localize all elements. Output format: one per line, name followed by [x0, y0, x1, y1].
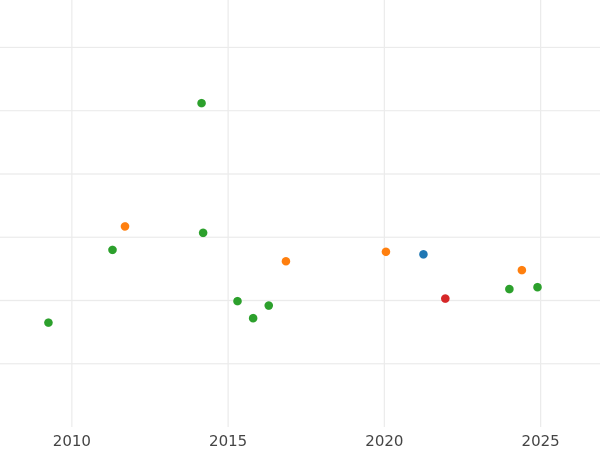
x-tick-label-1: 2015: [209, 432, 247, 450]
data-point-2: [120, 222, 130, 231]
x-axis-tick-labels: 2010 2015 2020 2025: [53, 432, 560, 450]
data-point-11: [441, 294, 450, 303]
data-point-8: [281, 256, 291, 266]
x-tick-label-2: 2020: [365, 432, 403, 450]
data-point-4: [198, 228, 208, 238]
data-point-7: [264, 301, 274, 310]
data-point-14: [533, 282, 542, 292]
grid: [0, 0, 600, 427]
data-point-12: [505, 284, 514, 294]
data-point-10: [419, 250, 428, 259]
x-tick-label-0: 2010: [53, 432, 91, 450]
data-points: [44, 98, 542, 327]
data-point-3: [197, 98, 206, 108]
data-point-13: [517, 265, 527, 275]
data-point-9: [381, 247, 391, 257]
data-point-6: [248, 313, 258, 323]
data-point-1: [108, 245, 117, 255]
data-point-0: [44, 318, 53, 327]
data-point-5: [233, 296, 242, 306]
x-tick-label-3: 2025: [522, 432, 560, 450]
